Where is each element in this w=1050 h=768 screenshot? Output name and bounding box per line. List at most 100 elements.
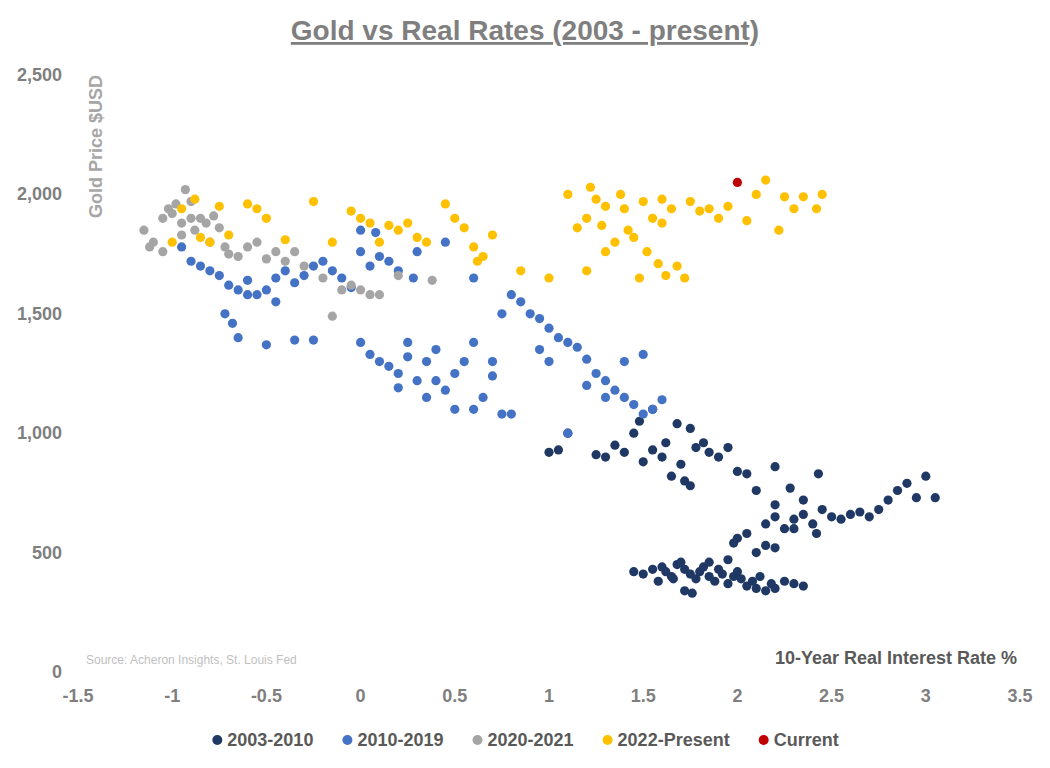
x-tick: [454, 672, 455, 676]
point: [168, 238, 177, 247]
x-tick-label: 0: [356, 686, 366, 706]
point: [648, 214, 657, 223]
point: [639, 457, 648, 466]
series-group: [168, 175, 827, 282]
point: [686, 424, 695, 433]
point: [620, 393, 629, 402]
point: [497, 309, 506, 318]
point: [610, 238, 619, 247]
point: [780, 192, 789, 201]
point: [818, 505, 827, 514]
point: [205, 238, 214, 247]
point: [808, 519, 817, 528]
point: [705, 204, 714, 213]
x-tick: [266, 672, 267, 676]
title: Gold vs Real Rates (2003 - present): [291, 15, 759, 46]
point: [884, 495, 893, 504]
point: [770, 543, 779, 552]
point: [827, 512, 836, 521]
point: [365, 350, 374, 359]
point: [158, 214, 167, 223]
point: [441, 386, 450, 395]
series-group: [139, 185, 436, 321]
point: [196, 261, 205, 270]
point: [450, 405, 459, 414]
point: [202, 218, 211, 227]
point: [657, 195, 666, 204]
point: [705, 448, 714, 457]
point: [799, 581, 808, 590]
point: [789, 204, 798, 213]
legend-marker: [473, 735, 483, 745]
point: [582, 266, 591, 275]
point: [403, 218, 412, 227]
point: [780, 524, 789, 533]
point: [667, 472, 676, 481]
point: [786, 484, 795, 493]
point: [601, 247, 610, 256]
point: [657, 395, 666, 404]
point: [554, 333, 563, 342]
point: [403, 338, 412, 347]
point: [262, 340, 271, 349]
point: [789, 515, 798, 524]
point: [299, 271, 308, 280]
point: [290, 335, 299, 344]
point: [695, 207, 704, 216]
point: [243, 276, 252, 285]
point: [723, 579, 732, 588]
point: [648, 405, 657, 414]
point: [526, 309, 535, 318]
point: [328, 238, 337, 247]
point: [243, 290, 252, 299]
point: [234, 252, 243, 261]
point: [836, 515, 845, 524]
point: [544, 273, 553, 282]
point: [375, 290, 384, 299]
point: [718, 569, 727, 578]
point: [290, 247, 299, 256]
point: [544, 357, 553, 366]
point: [586, 183, 595, 192]
x-tick: [1020, 672, 1021, 676]
point: [478, 252, 487, 261]
point: [394, 226, 403, 235]
x-tick-label: -1: [164, 686, 180, 706]
point: [657, 452, 666, 461]
source-note: Source: Acheron Insights, St. Louis Fed: [86, 653, 297, 667]
point: [507, 409, 516, 418]
x-tick: [831, 672, 832, 676]
point: [654, 577, 663, 586]
point: [469, 273, 478, 282]
point: [309, 335, 318, 344]
point: [328, 312, 337, 321]
point: [177, 242, 186, 251]
point: [774, 226, 783, 235]
point: [224, 281, 233, 290]
point: [469, 242, 478, 251]
point: [780, 577, 789, 586]
point: [271, 273, 280, 282]
point: [384, 221, 393, 230]
point: [582, 214, 591, 223]
point: [158, 247, 167, 256]
point: [680, 273, 689, 282]
x-tick: [172, 672, 173, 676]
point: [431, 376, 440, 385]
point: [290, 278, 299, 287]
point: [243, 199, 252, 208]
point: [441, 199, 450, 208]
point: [812, 529, 821, 538]
legend-item: 2020-2021: [473, 730, 574, 750]
x-tick: [549, 672, 550, 676]
x-tick-label: 1.5: [631, 686, 656, 706]
x-tick-label: 2.5: [819, 686, 844, 706]
point: [742, 529, 751, 538]
y-tick: [74, 194, 78, 195]
point: [516, 297, 525, 306]
point: [799, 495, 808, 504]
point: [723, 443, 732, 452]
point: [224, 230, 233, 239]
point: [403, 352, 412, 361]
point: [592, 369, 601, 378]
